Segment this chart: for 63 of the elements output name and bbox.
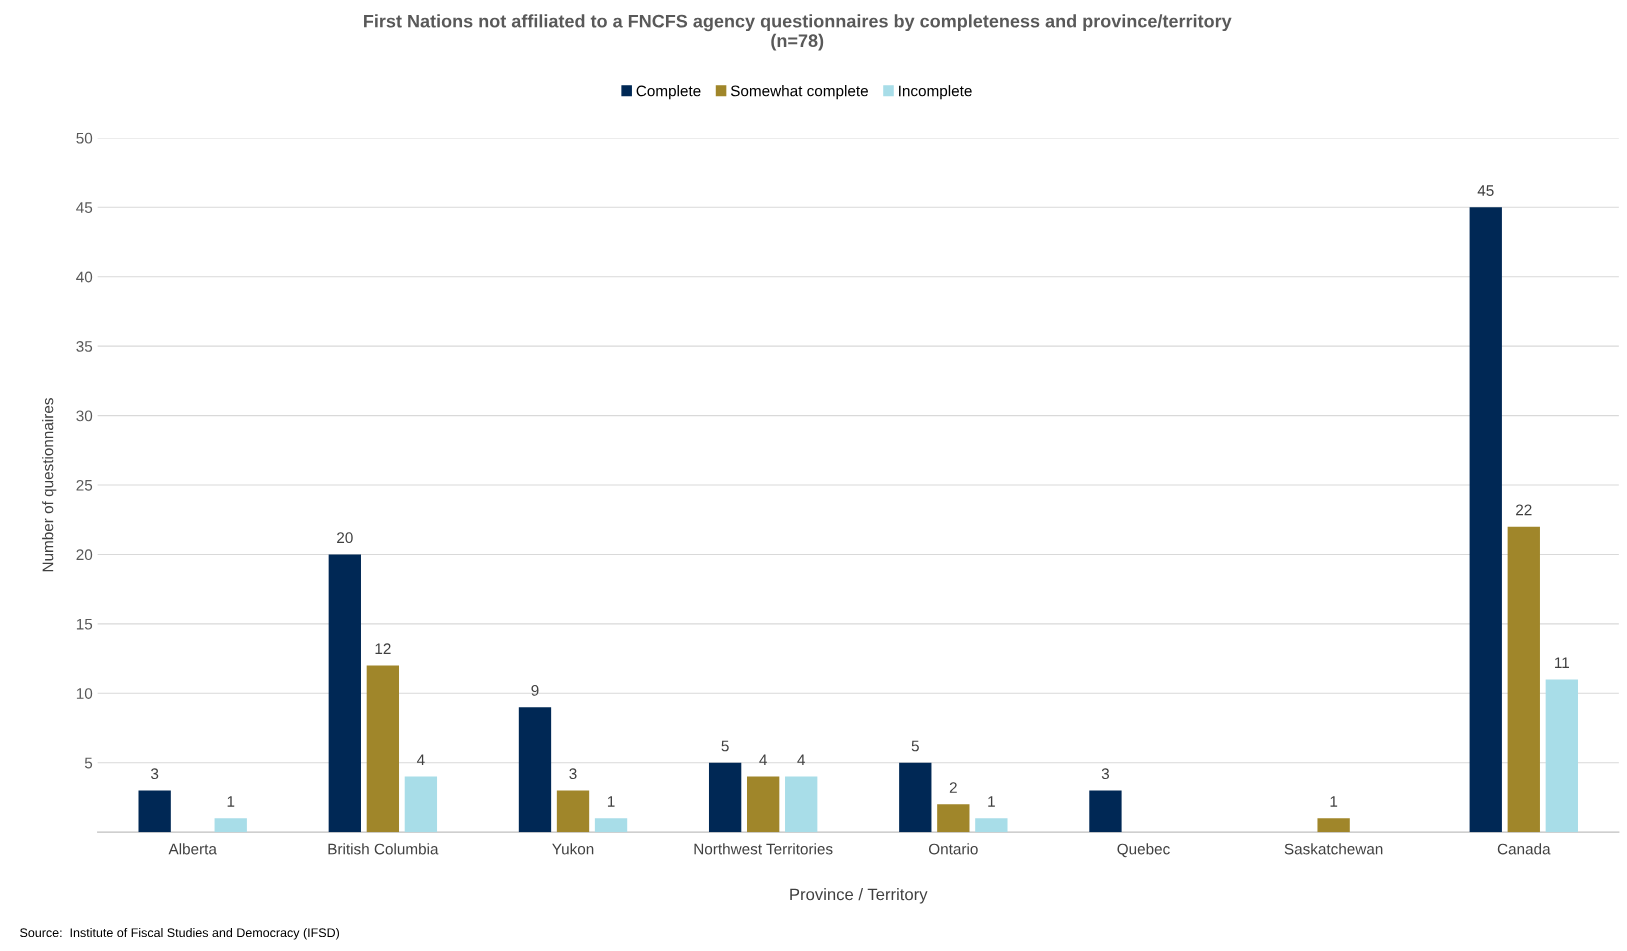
bar [366,665,400,833]
x-tick-label: Canada [1497,843,1551,855]
data-label: 12 [375,643,391,655]
bar [708,762,742,833]
y-tick-label: 5 [84,757,93,769]
legend-label: Incomplete [899,85,972,100]
x-tick-label: Northwest Territories [694,843,833,855]
bar [518,707,552,833]
bar [214,818,247,833]
bar [328,554,361,833]
source-note: Source: Institute of Fiscal Studies and Democracy (IFSD) [20,927,340,940]
data-label: 9 [531,684,539,696]
x-tick-label: Ontario [929,843,978,855]
bar [1089,790,1122,833]
bar [556,790,590,833]
data-label: 1 [1330,796,1338,807]
data-label: 4 [797,754,805,766]
data-label: 4 [416,754,425,766]
y-tick-label: 45 [76,202,93,213]
bar [1507,526,1540,833]
data-label: 2 [949,782,957,793]
x-tick-label: British Columbia [328,843,439,855]
x-tick-label: Quebec [1117,843,1170,858]
y-tick-label: 35 [76,341,93,352]
bar [1469,207,1502,833]
bar [1317,818,1350,833]
y-tick-label: 40 [76,271,93,283]
bar [594,818,628,833]
data-label: 3 [151,768,159,780]
y-tick-label: 10 [76,688,93,699]
bar [404,776,438,833]
data-label: 1 [227,796,235,807]
bar [975,818,1008,833]
data-label: 3 [1101,768,1110,780]
bar [138,790,171,833]
data-label: 45 [1477,185,1494,196]
data-label: 22 [1516,504,1532,516]
bar [1545,679,1578,833]
y-tick-label: 15 [76,618,93,630]
data-label: 1 [607,796,615,807]
legend-label: Complete [636,85,701,100]
y-tick-label: 20 [76,549,93,561]
data-label: 1 [988,796,995,807]
bar [937,804,970,833]
data-label: 20 [337,532,353,544]
bar [747,776,780,833]
data-label: 3 [569,768,577,780]
data-label: 5 [721,740,729,752]
data-label: 5 [911,740,919,752]
x-tick-label: Alberta [168,843,217,855]
data-label: 11 [1555,657,1570,668]
chart-title: First Nations not affiliated to a FNCFS agency questionnaires by completeness and province/territory (n=78) [364,14,1232,51]
data-label: 4 [759,754,767,766]
y-tick-label: 30 [76,410,93,422]
x-tick-label: Saskatchewan [1284,843,1383,855]
legend-label: Somewhat complete [730,85,868,100]
y-tick-label: 25 [76,479,93,491]
x-axis-title: Province / Territory [790,888,928,904]
y-tick-label: 50 [76,132,93,144]
x-tick-label: Yukon [552,843,594,855]
bar [899,762,932,833]
bar [785,776,818,833]
y-axis-title: Number of questionnaires [42,398,57,572]
